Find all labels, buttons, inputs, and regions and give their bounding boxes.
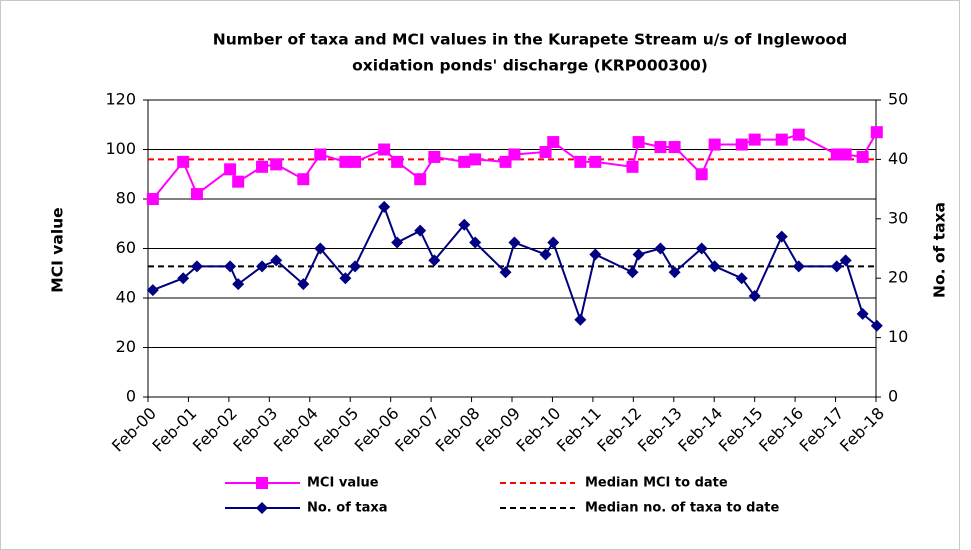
- y-tick-label: 60: [116, 238, 136, 257]
- marker: [270, 158, 283, 171]
- marker: [339, 272, 352, 285]
- marker: [391, 155, 404, 168]
- marker: [870, 319, 883, 332]
- legend-label: Median no. of taxa to date: [585, 501, 779, 516]
- legend-label: Median MCI to date: [585, 476, 728, 491]
- marker: [735, 272, 748, 285]
- marker: [870, 126, 883, 139]
- marker: [632, 136, 645, 149]
- y2-tick-label: 40: [888, 149, 908, 168]
- y-tick-label: 0: [126, 387, 136, 406]
- marker: [508, 236, 521, 249]
- marker: [349, 155, 362, 168]
- marker: [458, 155, 471, 168]
- marker: [469, 236, 482, 249]
- marker: [224, 163, 237, 176]
- marker: [626, 266, 639, 279]
- marker: [708, 260, 721, 273]
- marker: [654, 242, 667, 255]
- y2-tick-label: 30: [888, 208, 908, 227]
- marker: [256, 260, 269, 273]
- marker: [856, 150, 869, 163]
- marker: [146, 284, 159, 297]
- marker: [708, 138, 721, 151]
- marker: [632, 248, 645, 261]
- marker: [428, 254, 441, 267]
- marker: [469, 153, 482, 166]
- marker: [775, 230, 788, 243]
- marker: [378, 143, 391, 156]
- marker: [391, 236, 404, 249]
- marker: [668, 141, 681, 154]
- marker: [589, 248, 602, 261]
- marker: [378, 200, 391, 213]
- marker: [839, 148, 852, 161]
- marker: [775, 133, 788, 146]
- chart-title: Number of taxa and MCI values in the Kur…: [213, 31, 848, 49]
- marker: [146, 193, 159, 205]
- marker: [499, 266, 512, 279]
- y-axis-title: MCI value: [49, 207, 67, 292]
- marker: [339, 155, 352, 168]
- marker: [839, 254, 852, 267]
- marker: [428, 150, 441, 163]
- marker: [190, 188, 203, 201]
- marker: [748, 133, 761, 146]
- marker: [547, 236, 560, 249]
- marker: [695, 242, 708, 255]
- marker: [830, 260, 843, 273]
- marker: [256, 477, 268, 489]
- marker: [314, 148, 327, 161]
- marker: [297, 173, 310, 186]
- marker: [314, 242, 327, 255]
- marker: [547, 136, 560, 149]
- y-tick-label: 40: [116, 288, 136, 307]
- y2-tick-label: 20: [888, 268, 908, 287]
- marker: [232, 278, 245, 291]
- y-tick-label: 120: [105, 90, 136, 109]
- y2-tick-label: 50: [888, 90, 908, 109]
- marker: [856, 307, 869, 320]
- marker: [735, 138, 748, 151]
- marker: [256, 160, 269, 173]
- marker: [508, 148, 521, 161]
- y-tick-label: 20: [116, 337, 136, 356]
- y2-tick-label: 10: [888, 327, 908, 346]
- marker: [256, 502, 268, 514]
- marker: [589, 155, 602, 168]
- marker: [539, 145, 552, 158]
- marker: [177, 272, 190, 285]
- marker: [654, 141, 667, 154]
- marker: [190, 260, 203, 273]
- legend-label: No. of taxa: [307, 501, 388, 516]
- marker: [748, 290, 761, 303]
- marker: [224, 260, 237, 273]
- y2-tick-label: 0: [888, 387, 898, 406]
- marker: [414, 173, 427, 186]
- marker: [792, 128, 805, 141]
- marker: [792, 260, 805, 273]
- marker: [177, 155, 190, 168]
- marker: [232, 175, 245, 188]
- marker: [270, 254, 283, 267]
- y-tick-label: 100: [105, 139, 136, 158]
- marker: [349, 260, 362, 273]
- legend-label: MCI value: [307, 476, 379, 491]
- marker: [539, 248, 552, 261]
- marker: [626, 160, 639, 173]
- marker: [574, 155, 587, 168]
- marker: [458, 218, 471, 231]
- marker: [414, 224, 427, 237]
- marker: [695, 168, 708, 181]
- chart-title: oxidation ponds' discharge (KRP000300): [352, 57, 708, 75]
- marker: [574, 313, 587, 326]
- marker: [297, 278, 310, 291]
- y2-axis-title: No. of taxa: [931, 202, 949, 298]
- y-tick-label: 80: [116, 189, 136, 208]
- marker: [668, 266, 681, 279]
